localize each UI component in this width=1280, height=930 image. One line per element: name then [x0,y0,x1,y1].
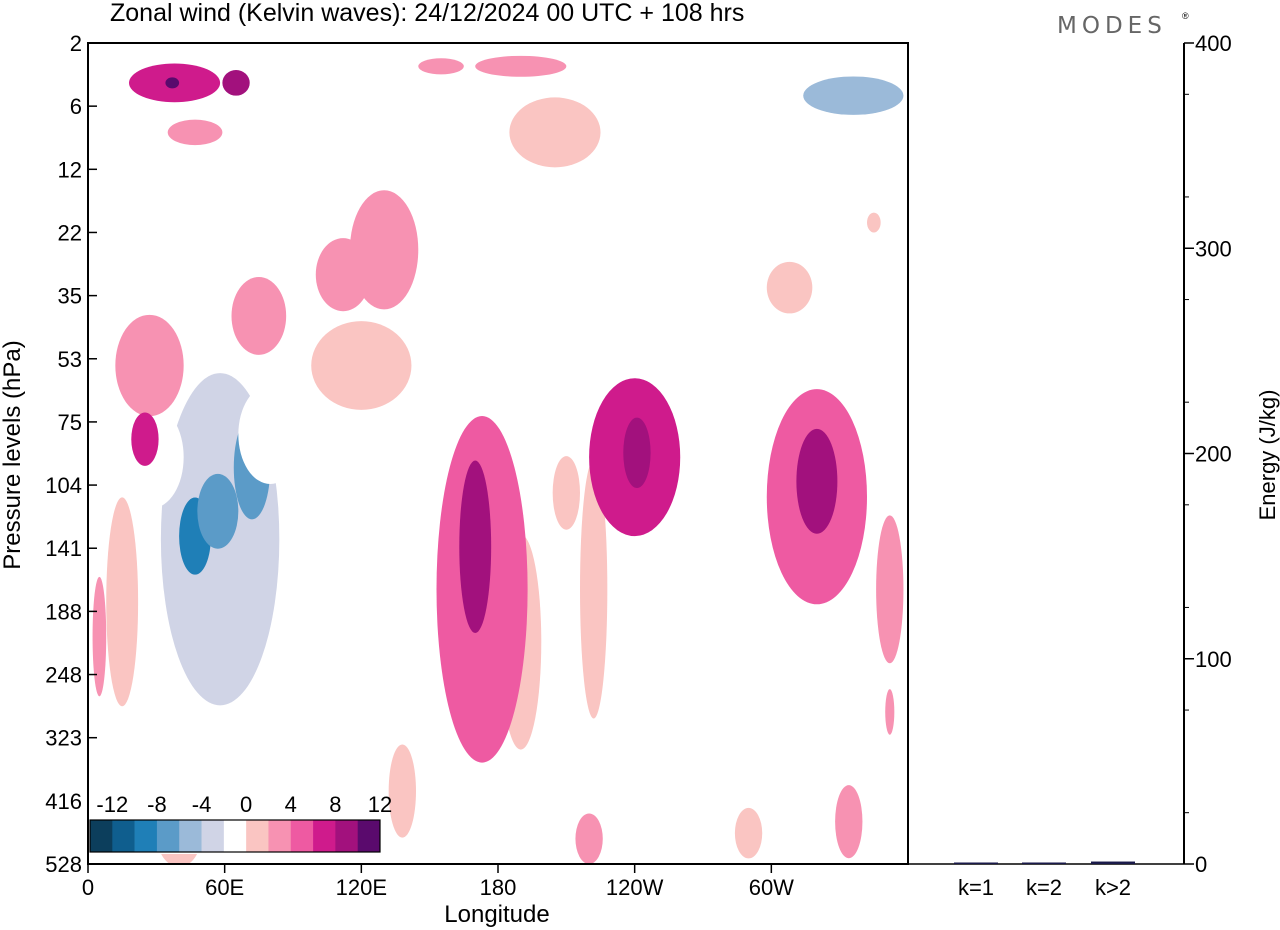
colorbar-frame [89,819,381,853]
y-tick-label: 6 [70,94,82,119]
colorbar-swatch [268,820,292,852]
energy-y-tick-label: 100 [1195,647,1232,672]
energy-bar [954,862,998,864]
colorbar-label: -8 [147,792,167,817]
contour-blob-westerly [222,70,250,96]
y-tick-label: 416 [45,789,82,814]
y-tick-label: 75 [58,410,82,435]
contour-blob-westerly [315,238,371,312]
colorbar-label: 8 [329,792,341,817]
y-tick-label: 323 [45,726,82,751]
colorbar-swatch [179,820,202,852]
colorbar-swatch [357,820,381,852]
contour-blob-westerly [796,428,838,534]
contour-blob-westerly [835,785,863,859]
x-tick-label: 60W [749,875,794,900]
contour-blob-westerly [459,460,492,633]
colorbar-label: 4 [285,792,297,817]
energy-panel: 0 100 200 300 400 k=1 k=2 k>2 [908,31,1232,900]
contour-blob-westerly [167,119,223,146]
energy-y-tick-label: 400 [1195,31,1232,56]
y-tick-label: 104 [45,473,82,498]
energy-bar [1022,862,1066,864]
y-tick-label: 35 [58,284,82,309]
contour-blob-westerly [623,417,651,489]
x-tick-label: 180 [480,875,517,900]
energy-axis-label: Energy (J/kg) [1255,390,1280,521]
energy-y-tick-label: 0 [1195,852,1207,877]
contour-blob-westerly [115,314,184,417]
y-tick-label: 528 [45,852,82,877]
y-axis-label: Pressure levels (hPa) [0,340,26,569]
x-tick-label: 120W [606,875,664,900]
contour-field [90,51,904,864]
colorbar-swatch [156,820,180,852]
contour-blob-westerly [418,58,464,75]
y-tick-label: 2 [70,31,82,56]
colorbar-swatch [90,820,113,852]
y-tick-label: 53 [58,347,82,372]
x-tick-label: 60E [205,875,244,900]
contour-blob-easterly [509,97,601,168]
contour-blob-easterly [238,384,303,484]
contour-blob-easterly [106,497,139,707]
contour-blobs [90,51,904,864]
colorbar-label: -4 [192,792,212,817]
contour-blob-westerly [231,277,287,355]
x-tick-label: 120E [336,875,387,900]
contour-blob-easterly [311,321,412,410]
y-tick-label: 22 [58,220,82,245]
x-tick-label: 0 [82,875,94,900]
contour-blob-westerly [92,576,107,697]
y-tick-label: 248 [45,663,82,688]
colorbar-swatch [335,820,358,852]
contour-blob-easterly [197,473,239,549]
contour-blob-westerly [165,77,180,89]
contour-blob-easterly [388,744,417,838]
colorbar-swatch [246,820,269,852]
contour-blob-easterly [580,460,608,719]
contour-blob-easterly [867,212,881,233]
colorbar-swatch [134,820,158,852]
contour-blob-westerly [876,515,904,664]
contour-blob-westerly [131,412,159,466]
colorbar-swatch [223,820,247,852]
colorbar-swatch [313,820,336,852]
y-tick-label: 141 [45,536,82,561]
colorbar-swatch [201,820,225,852]
colorbar-swatch [290,820,314,852]
contour-blob-easterly [766,261,813,314]
contour-blob-easterly [803,76,904,115]
brand-logo-text: MODES [1057,13,1167,39]
contour-blob-easterly [734,807,763,859]
colorbar-swatch [112,820,135,852]
energy-bar [1091,861,1135,864]
brand-registered-mark: ® [1182,11,1189,21]
colorbar-label: -12 [96,792,128,817]
contour-blob-westerly [475,55,567,77]
energy-category-label: k=2 [1026,875,1062,900]
contour-blob-easterly [552,456,580,530]
contour-blob-easterly [90,51,118,82]
energy-category-label: k=1 [958,875,994,900]
energy-y-tick-label: 200 [1195,442,1232,467]
y-tick-label: 12 [58,157,82,182]
energy-y-tick-label: 300 [1195,236,1232,261]
energy-category-label: k>2 [1095,875,1131,900]
colorbar-label: 12 [368,792,392,817]
colorbar: -12 -8 -4 0 4 8 12 [89,784,392,854]
y-tick-label: 188 [45,599,82,624]
x-axis-label: Longitude [444,901,549,928]
contour-blob-westerly [885,689,895,735]
colorbar-label: 0 [240,792,252,817]
chart-title: Zonal wind (Kelvin waves): 24/12/2024 00… [110,0,744,27]
contour-blob-westerly [575,813,603,864]
